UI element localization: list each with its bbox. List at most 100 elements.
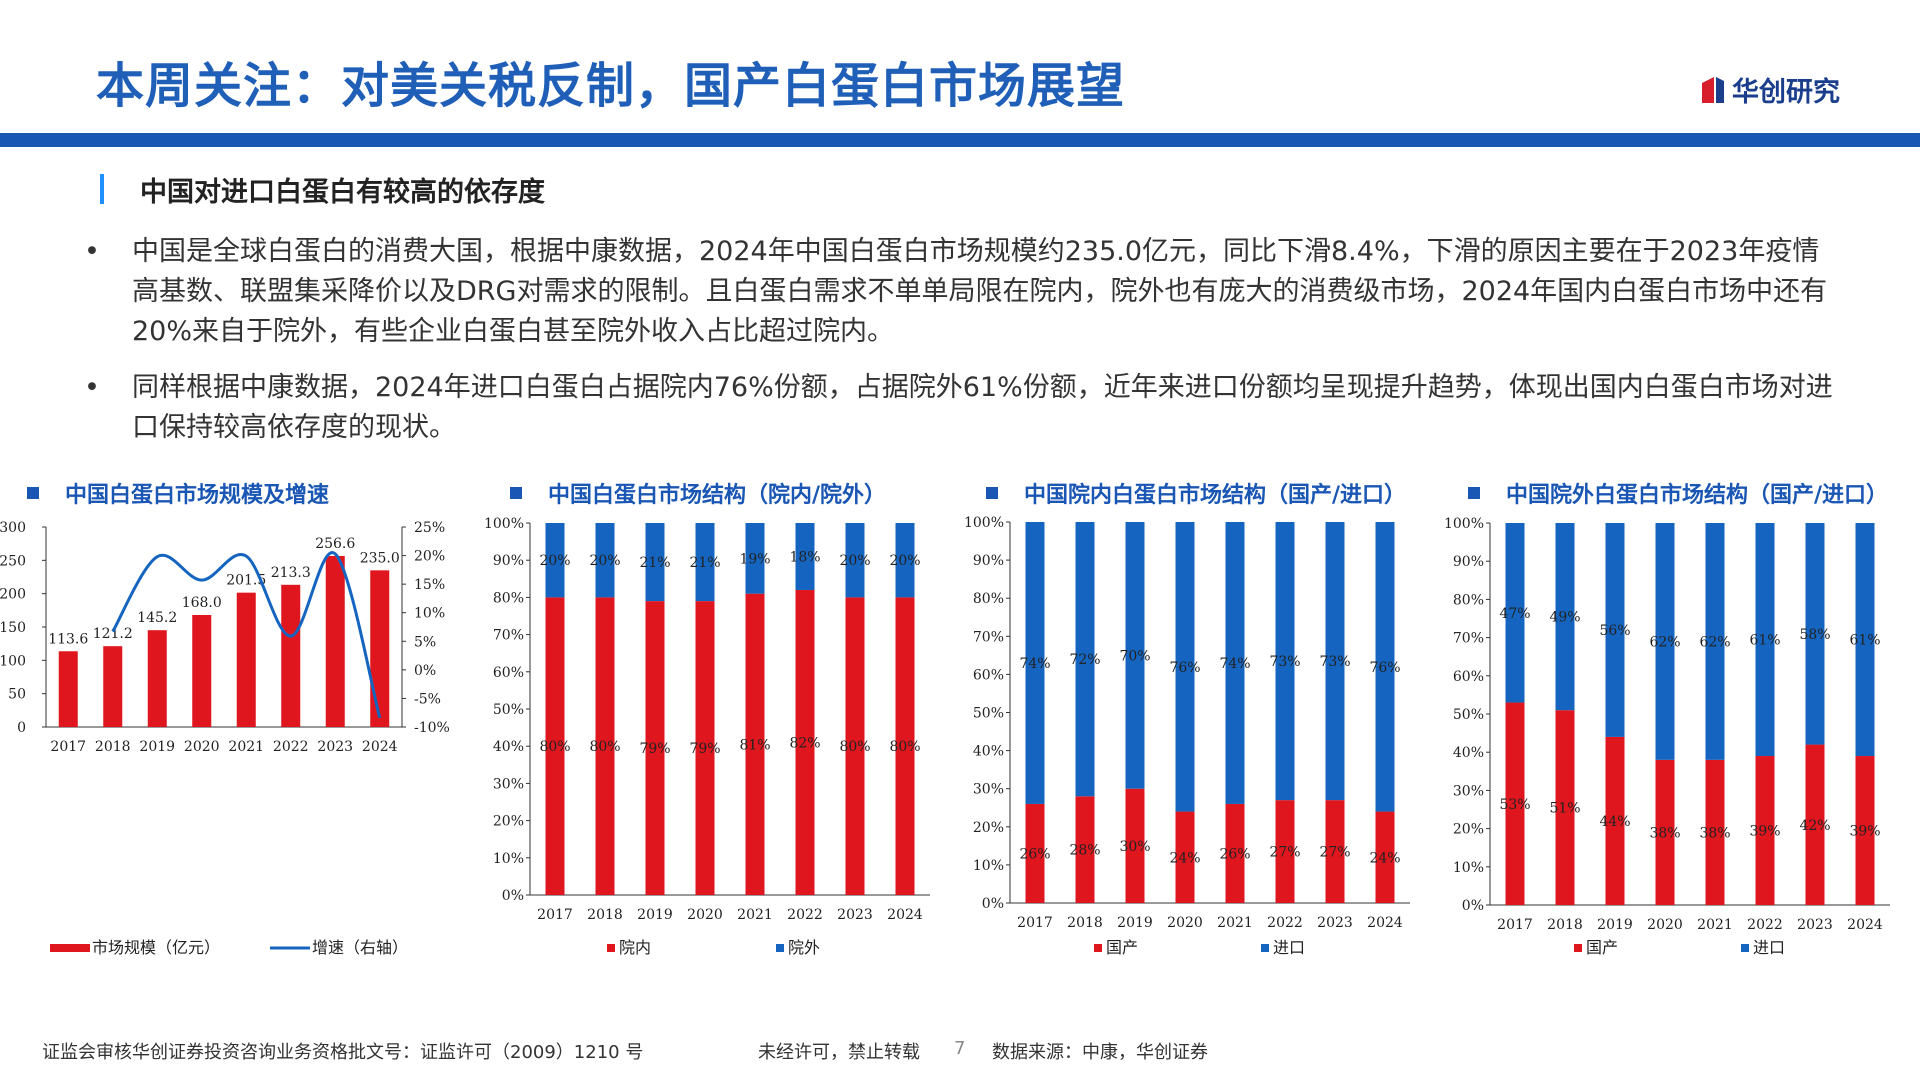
data-label: 27% <box>1319 845 1350 861</box>
bar-segment-国产 <box>1175 811 1195 903</box>
bar-segment-进口 <box>1755 523 1775 757</box>
y-tick-label: 30% <box>493 776 524 792</box>
brand-logo-icon <box>1702 76 1724 103</box>
legend-label: 国产 <box>1106 938 1138 957</box>
chart-title-text: 中国院内白蛋白市场结构（国产/进口） <box>1024 483 1407 508</box>
y-tick-label: 90% <box>973 553 1004 569</box>
chart-title-text: 中国白蛋白市场结构（院内/院外） <box>548 483 887 508</box>
bar-segment-进口 <box>1175 522 1195 812</box>
section-title: 中国对进口白蛋白有较高的依存度 <box>140 176 545 208</box>
growth-line <box>111 551 382 719</box>
brand-logo: 华创研究 <box>1700 70 1840 109</box>
bar-segment-院外 <box>645 523 665 602</box>
section-heading: 中国对进口白蛋白有较高的依存度 <box>100 172 545 208</box>
y-tick-label: 50% <box>973 706 1004 722</box>
data-label: 24% <box>1169 850 1200 866</box>
x-tick-label: 2017 <box>1497 917 1533 933</box>
legend-label: 进口 <box>1273 938 1305 957</box>
bar-segment-院内 <box>745 593 765 895</box>
bar-segment-国产 <box>1225 803 1245 903</box>
y-tick-label: 20% <box>973 820 1004 836</box>
data-label: 145.2 <box>137 610 177 626</box>
data-label: 70% <box>1119 648 1150 664</box>
market-size-chart: 0 50 100 150 200 250 300 -10% -5% 0% 5% 10% 15% 20% 25… <box>0 520 450 957</box>
outhospital-structure-chart: 0% 10% 20% 30% 40% 50% 60% 70% 80% 90% 100% 53% 47% 2… <box>1444 516 1890 957</box>
data-label: 26% <box>1019 846 1050 862</box>
bar-segment-进口 <box>1705 523 1725 760</box>
y2-tick-label: 15% <box>414 577 445 593</box>
x-tick-label: 2021 <box>1217 915 1253 931</box>
y-tick-label: 40% <box>1453 745 1484 761</box>
y-tick-label: 50% <box>1453 707 1484 723</box>
data-label: 62% <box>1699 634 1730 650</box>
chart-title-market-size: 中国白蛋白市场规模及增速 <box>27 477 329 509</box>
y-tick-label: 30% <box>973 782 1004 798</box>
y2-tick-label: -5% <box>414 691 441 707</box>
bar-segment-进口 <box>1075 522 1095 797</box>
y2-tick-label: 10% <box>414 606 445 622</box>
y-tick-label: 80% <box>493 590 524 606</box>
bar-segment-进口 <box>1855 523 1875 757</box>
bar-segment-院内 <box>795 589 815 895</box>
bar-segment-国产 <box>1705 759 1725 905</box>
bullet-marker: • <box>84 236 100 267</box>
legend-swatch <box>1741 944 1749 952</box>
bar-segment-国产 <box>1125 788 1145 903</box>
data-label: 80% <box>889 739 920 755</box>
data-label: 30% <box>1119 839 1150 855</box>
legend-label-line: 增速（右轴） <box>312 938 408 957</box>
data-label: 39% <box>1849 824 1880 840</box>
x-tick-label: 2023 <box>317 739 353 755</box>
page-title: 本周关注：对美关税反制，国产白蛋白市场展望 <box>96 58 1126 114</box>
x-tick-label: 2019 <box>139 739 175 755</box>
bar-segment-国产 <box>1075 796 1095 903</box>
y-tick-label: 80% <box>973 591 1004 607</box>
y2-tick-label: 5% <box>414 634 436 650</box>
bar-segment-国产 <box>1805 744 1825 905</box>
x-tick-label: 2023 <box>1317 915 1353 931</box>
y-tick-label: 50% <box>493 702 524 718</box>
legend-swatch <box>1261 944 1269 952</box>
x-tick-label: 2017 <box>1017 915 1053 931</box>
y-tick-label: 0 <box>17 720 26 736</box>
data-label: 38% <box>1649 825 1680 841</box>
bar-segment-院内 <box>595 597 615 895</box>
bar <box>370 570 390 727</box>
bar <box>192 615 212 727</box>
bar-segment-进口 <box>1225 522 1245 804</box>
bar <box>281 584 301 727</box>
x-tick-label: 2020 <box>1167 915 1203 931</box>
x-tick-label: 2017 <box>50 739 86 755</box>
legend-label: 院内 <box>619 938 651 957</box>
bar-segment-院内 <box>545 597 565 895</box>
x-tick-label: 2020 <box>687 907 723 923</box>
x-tick-label: 2019 <box>1117 915 1153 931</box>
legend-label-bar: 市场规模（亿元） <box>92 938 220 957</box>
x-tick-label: 2022 <box>1747 917 1783 933</box>
x-tick-label: 2023 <box>1797 917 1833 933</box>
y2-tick-label: 25% <box>414 520 445 536</box>
y-tick-label: 0% <box>502 888 524 904</box>
bar-segment-院外 <box>895 523 915 598</box>
x-tick-label: 2018 <box>587 907 623 923</box>
header-divider <box>0 133 1920 147</box>
data-label: 74% <box>1219 656 1250 672</box>
x-tick-label: 2020 <box>1647 917 1683 933</box>
y2-tick-label: -10% <box>414 720 450 736</box>
data-label: 76% <box>1369 660 1400 676</box>
bullet-paragraph: • 同样根据中康数据，2024年进口白蛋白占据院内76%份额，占据院外61%份额… <box>84 368 1844 448</box>
chart-title-structure: 中国白蛋白市场结构（院内/院外） <box>510 477 886 509</box>
y-tick-label: 150 <box>0 620 26 636</box>
x-tick-label: 2017 <box>537 907 573 923</box>
bar-segment-院内 <box>695 601 715 895</box>
x-tick-label: 2024 <box>1847 917 1883 933</box>
y-tick-label: 40% <box>973 744 1004 760</box>
data-label: 79% <box>689 741 720 757</box>
bar-segment-国产 <box>1555 710 1575 905</box>
data-label: 81% <box>739 737 770 753</box>
chart-title-marker <box>510 487 522 499</box>
bar-segment-进口 <box>1505 523 1525 703</box>
bar-segment-院外 <box>595 523 615 598</box>
chart-title-outhospital: 中国院外白蛋白市场结构（国产/进口） <box>1468 477 1888 509</box>
bar-segment-院外 <box>545 523 565 598</box>
